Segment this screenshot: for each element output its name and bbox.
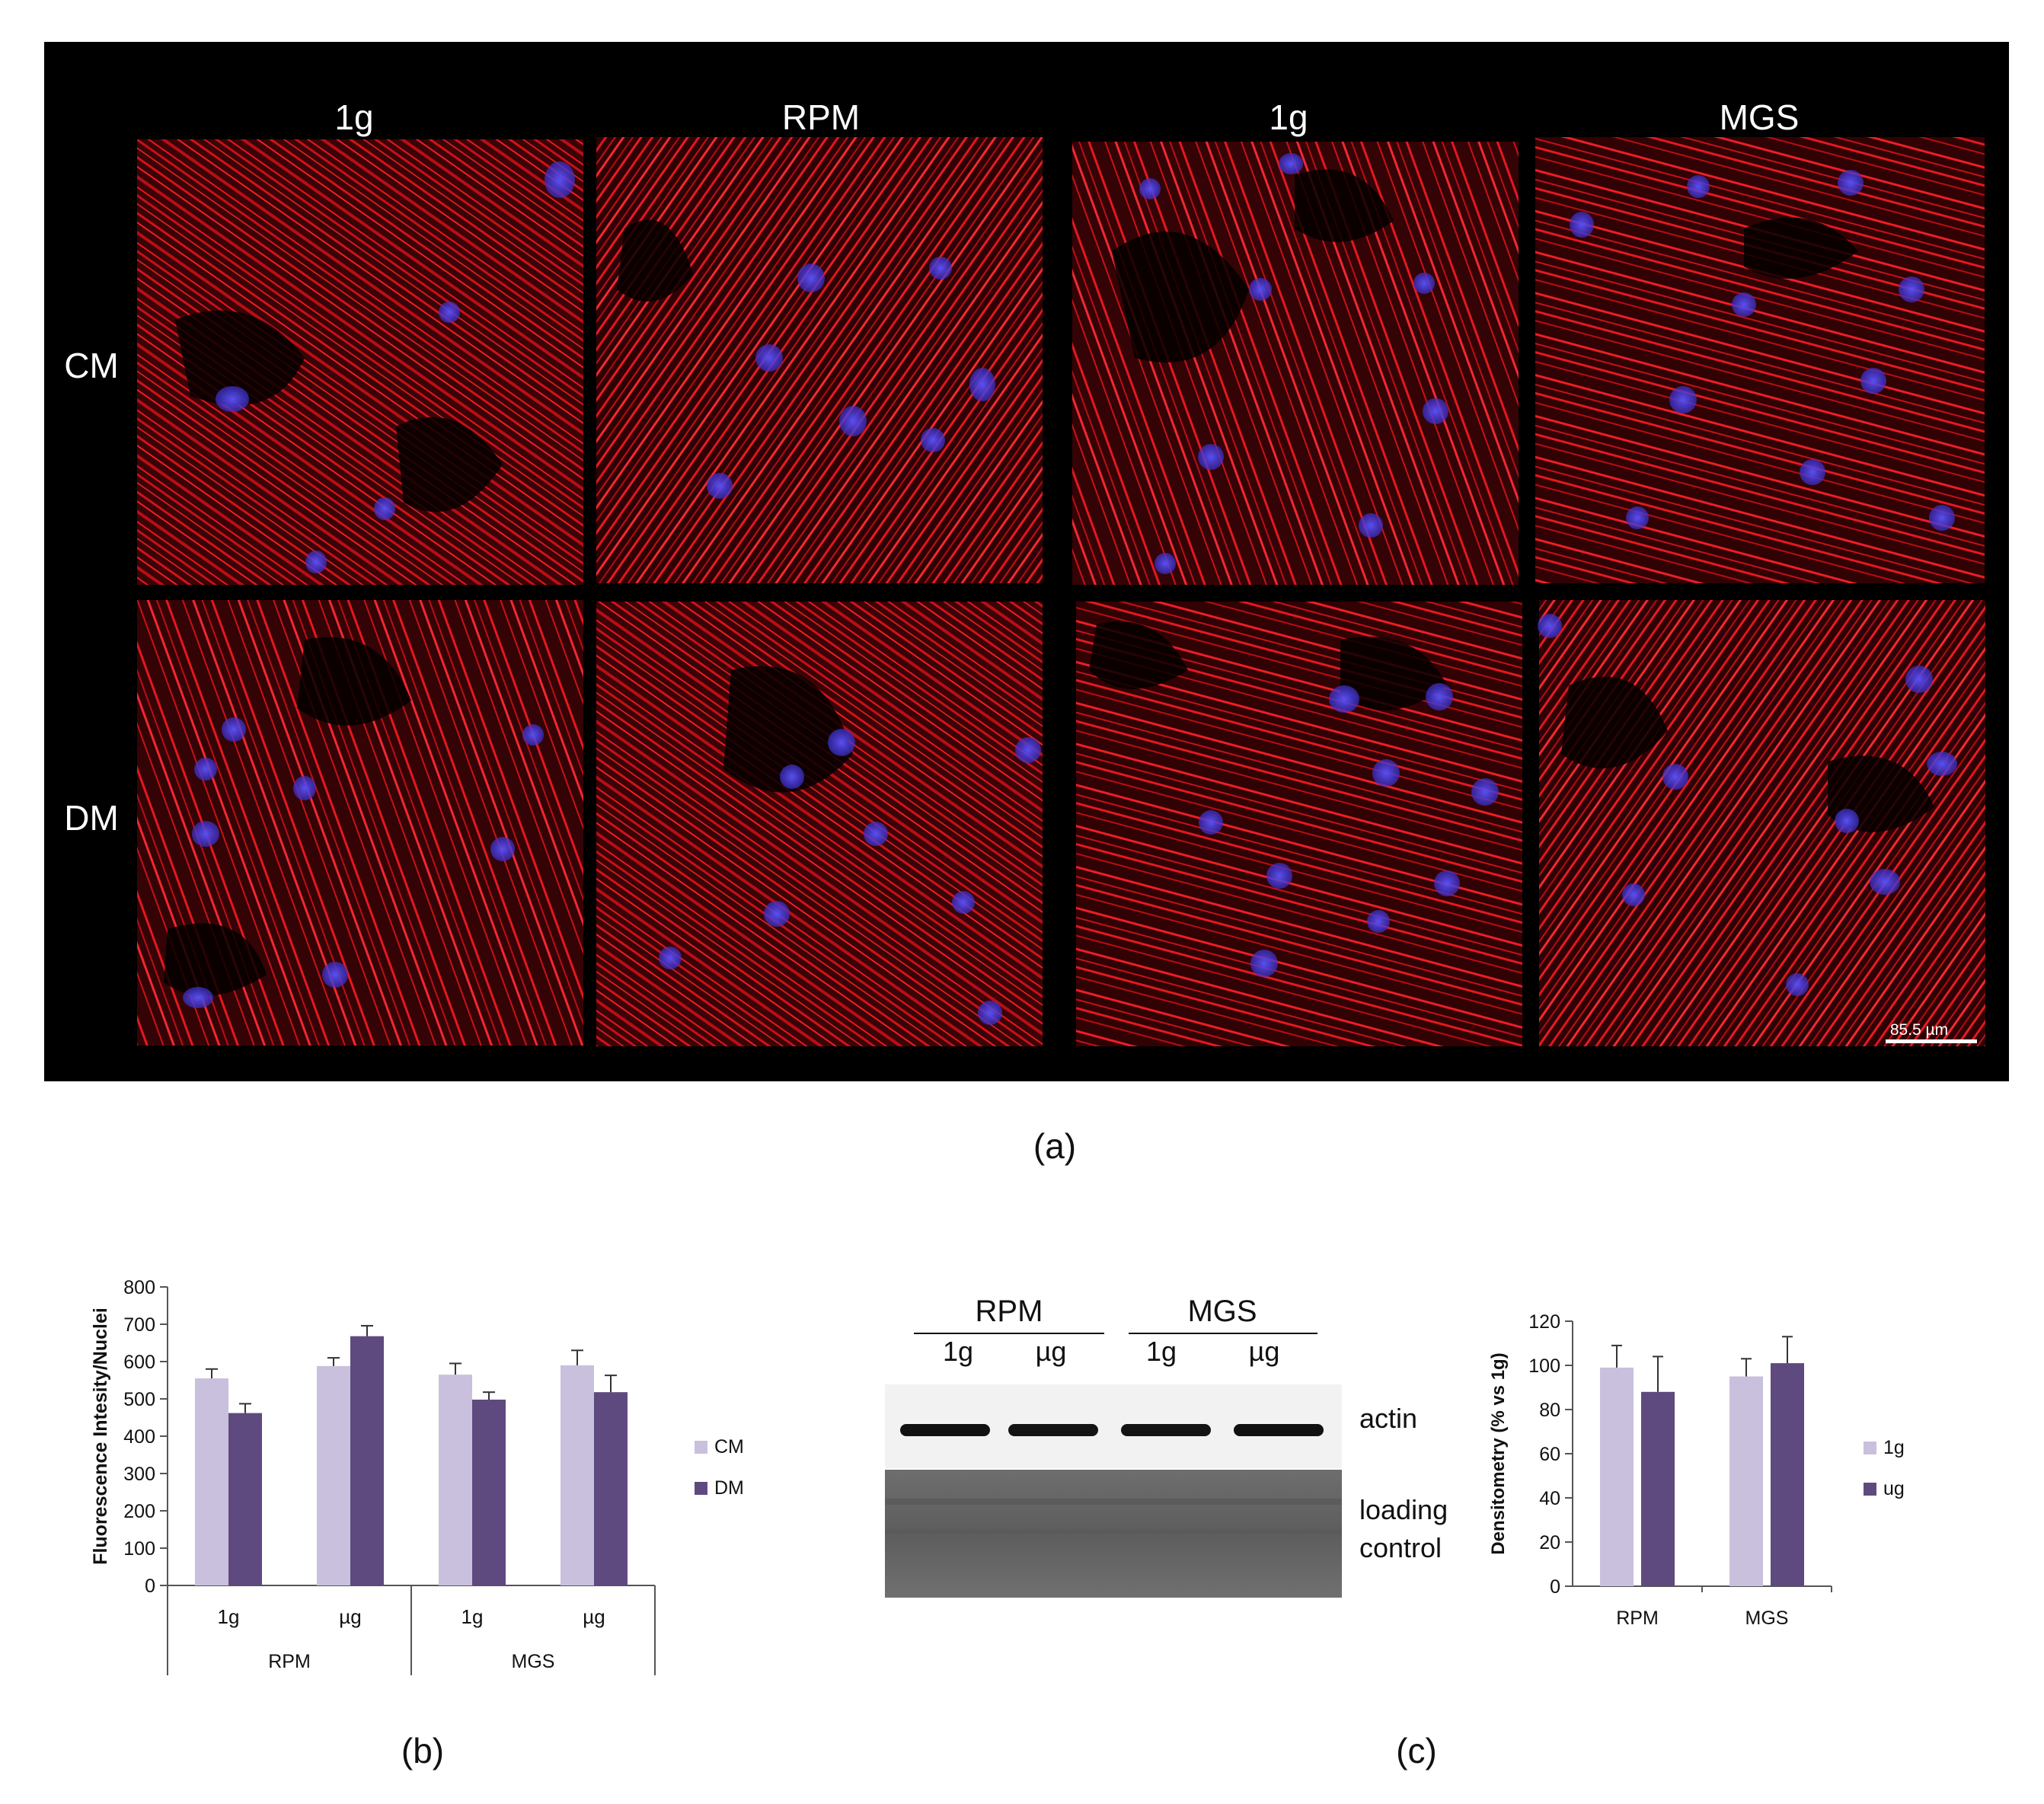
y-tick-label: 100 [1528, 1355, 1560, 1377]
x-tick-label: 1g [461, 1605, 484, 1628]
bar-1g [1600, 1367, 1634, 1586]
x-tick-label: RPM [1616, 1608, 1659, 1629]
micrograph-cm-rpm [596, 137, 1043, 583]
bar-cm [439, 1375, 472, 1585]
y-tick-label: 120 [1528, 1311, 1560, 1333]
bar-cm [195, 1378, 228, 1585]
panel-a: 85.5 µm 1g RPM 1g MGS CM DM (a) [44, 42, 2009, 1166]
bar-dm [228, 1413, 262, 1585]
column-label-mgs: MGS [1720, 97, 1800, 137]
band-label-actin: actin [1359, 1403, 1418, 1434]
blot-group-line-rpm [914, 1333, 1104, 1334]
panel-c-blot: RPM MGS 1g µg 1g µg actin loading contro… [868, 1295, 1493, 1614]
bar-1g [1729, 1376, 1763, 1586]
y-tick-label: 80 [1539, 1400, 1560, 1421]
bar-ug [1771, 1363, 1804, 1586]
x-tick-label: MGS [1745, 1608, 1789, 1629]
x-tick-label: µg [583, 1605, 605, 1628]
caption-a: (a) [1033, 1126, 1077, 1166]
y-axis-label: Densitometry (% vs 1g) [1488, 1352, 1509, 1554]
column-label-rpm: RPM [782, 97, 860, 137]
scale-bar [1886, 1039, 1977, 1043]
column-label-1g-b: 1g [1269, 97, 1308, 137]
caption-c: (c) [1396, 1731, 1437, 1770]
bar-cm [561, 1365, 594, 1585]
actin-band-2 [1008, 1424, 1098, 1436]
micrograph-cm-1g-mgs [1072, 142, 1519, 585]
blot-lane-label-1: 1g [942, 1336, 974, 1367]
group-label: RPM [268, 1651, 311, 1672]
blot-lane-label-4: µg [1248, 1336, 1280, 1367]
y-tick-label: 60 [1539, 1444, 1560, 1465]
micrograph-dm-1g-mgs [1076, 602, 1522, 1046]
bar-cm [317, 1365, 350, 1585]
x-tick-label: µg [339, 1605, 361, 1628]
legend-label-1g: 1g [1883, 1437, 1905, 1458]
bar-dm [350, 1336, 384, 1585]
legend-swatch-ug [1864, 1483, 1876, 1496]
blot-lane-label-2: µg [1035, 1336, 1067, 1367]
y-tick-label: 200 [123, 1501, 155, 1522]
panel-c-chart: 0 20 40 60 80 100 120 Densitometry (% vs 1g) RPM… [1477, 1295, 2010, 1652]
cell-nuclei [183, 153, 1957, 1025]
micrograph-grid: 85.5 µm 1g RPM 1g MGS CM DM [44, 42, 2009, 1081]
legend-label-ug: ug [1883, 1478, 1905, 1499]
y-tick-label: 500 [123, 1389, 155, 1410]
blot-lane-label-3: 1g [1145, 1336, 1177, 1367]
blot-group-line-mgs [1129, 1333, 1317, 1334]
x-tick-label: 1g [218, 1605, 240, 1628]
chart-fluorescence: 0 100 200 300 400 500 600 700 800 Fluorescence In… [90, 1277, 744, 1675]
legend-label-dm: DM [714, 1477, 744, 1499]
chart-densitometry: 0 20 40 60 80 100 120 Densitometry (% vs 1g) RPM… [1488, 1311, 1905, 1629]
micrograph-cm-1g-rpm [137, 139, 583, 585]
y-tick-label: 600 [123, 1352, 155, 1373]
y-tick-label: 400 [123, 1426, 155, 1448]
actin-band-3 [1121, 1424, 1211, 1436]
y-tick-label: 700 [123, 1314, 155, 1336]
legend-swatch-cm [695, 1441, 707, 1454]
bar-dm [472, 1399, 506, 1585]
actin-band-1 [900, 1424, 990, 1436]
y-tick-label: 300 [123, 1464, 155, 1485]
blot-image [885, 1384, 1342, 1598]
micrograph-cm-mgs [1535, 137, 1985, 583]
scale-bar-label: 85.5 µm [1890, 1021, 1948, 1039]
y-tick-label: 20 [1539, 1532, 1560, 1553]
micrograph-dm-rpm [596, 602, 1043, 1046]
y-tick-label: 800 [123, 1277, 155, 1298]
caption-b: (b) [401, 1731, 445, 1770]
panel-b: 0 100 200 300 400 500 600 700 800 Fluorescence In… [76, 1256, 800, 1713]
column-label-1g-a: 1g [334, 97, 373, 137]
blot-group-label-mgs: MGS [1187, 1295, 1257, 1328]
legend-swatch-dm [695, 1482, 707, 1495]
y-tick-label: 100 [123, 1538, 155, 1560]
row-label-dm: DM [64, 798, 119, 838]
legend-swatch-1g [1864, 1442, 1876, 1454]
y-tick-label: 40 [1539, 1488, 1560, 1509]
y-tick-label: 0 [145, 1576, 155, 1597]
bar-ug [1641, 1391, 1675, 1586]
y-tick-label: 0 [1550, 1576, 1560, 1598]
y-axis-label: Fluorescence Intesity/Nuclei [90, 1308, 111, 1565]
legend-label-cm: CM [714, 1436, 744, 1458]
group-label: MGS [512, 1651, 555, 1672]
row-label-cm: CM [64, 346, 119, 385]
band-label-loading: loading [1359, 1494, 1448, 1525]
actin-band-4 [1234, 1424, 1324, 1436]
blot-group-label-rpm: RPM [975, 1295, 1043, 1328]
bar-dm [594, 1392, 628, 1585]
band-label-control: control [1359, 1532, 1442, 1563]
